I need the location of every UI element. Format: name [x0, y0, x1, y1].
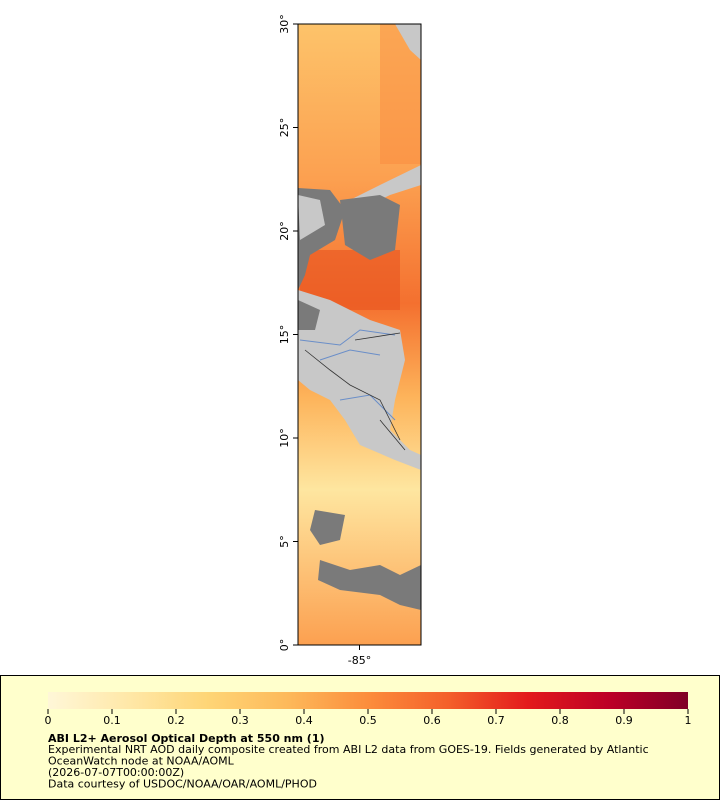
legend-title: ABI L2+ Aerosol Optical Depth at 550 nm …	[48, 732, 325, 745]
map-image	[298, 24, 421, 645]
lon-tick-label: -85°	[348, 654, 371, 667]
colorbar-tick-label: 0.2	[167, 714, 185, 727]
land	[298, 290, 421, 470]
no-data	[340, 195, 400, 260]
legend-line: OceanWatch node at NOAA/AOML	[48, 755, 235, 768]
colorbar-tick-label: 0.9	[615, 714, 633, 727]
colorbar-tick-label: 0	[45, 714, 52, 727]
lat-tick-label: 15°	[278, 325, 291, 345]
colorbar-tick-label: 1	[685, 714, 692, 727]
legend-line: Experimental NRT AOD daily composite cre…	[48, 743, 649, 756]
lat-tick-label: 20°	[278, 221, 291, 241]
lat-tick-label: 30°	[278, 14, 291, 34]
no-data	[310, 510, 345, 545]
lat-tick-label: 25°	[278, 118, 291, 138]
lat-tick-label: 5°	[278, 535, 291, 548]
colorbar-tick-label: 0.5	[359, 714, 377, 727]
legend-line: (2026-07-07T00:00:00Z)	[48, 766, 184, 779]
colorbar-tick-label: 0.8	[551, 714, 569, 727]
colorbar-tick-label: 0.6	[423, 714, 441, 727]
lat-tick-label: 10°	[278, 428, 291, 448]
colorbar-tick-label: 0.1	[103, 714, 121, 727]
land	[395, 24, 421, 60]
lat-tick-label: 0°	[278, 639, 291, 652]
no-data	[318, 560, 421, 610]
colorbar	[48, 692, 688, 709]
land	[298, 195, 325, 240]
no-data	[298, 300, 320, 330]
colorbar-tick-label: 0.3	[231, 714, 249, 727]
colorbar-tick-label: 0.7	[487, 714, 505, 727]
border	[304, 332, 406, 451]
legend-line: Data courtesy of USDOC/NOAA/OAR/AOML/PHO…	[48, 778, 317, 791]
colorbar-tick-label: 0.4	[295, 714, 313, 727]
